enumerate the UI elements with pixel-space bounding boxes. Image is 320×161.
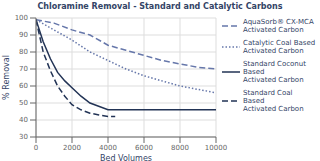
svg-text:100: 100 — [15, 14, 28, 22]
svg-text:30: 30 — [19, 133, 28, 141]
svg-text:90: 90 — [19, 31, 28, 39]
svg-text:% Removal: % Removal — [8, 55, 11, 100]
svg-text:60: 60 — [19, 82, 28, 90]
svg-text:0: 0 — [34, 144, 38, 152]
svg-text:8000: 8000 — [171, 144, 189, 152]
svg-text:70: 70 — [19, 65, 28, 73]
svg-text:40: 40 — [19, 116, 28, 124]
svg-text:80: 80 — [19, 48, 28, 56]
html-text:Standard Coconut Based Activat: Standard Coconut Based Activated Carbon — [243, 60, 306, 84]
html-text:Standard Coal Based Activated: Standard Coal Based Activated Carbon — [243, 89, 304, 113]
svg-text:2000: 2000 — [63, 144, 81, 152]
svg-text:10000: 10000 — [205, 144, 227, 152]
html-text:Chloramine Removal - Standard: Chloramine Removal - Standard and Cataly… — [37, 2, 283, 11]
svg-text:Bed Volumes: Bed Volumes — [100, 154, 152, 161]
svg-text:4000: 4000 — [99, 144, 117, 152]
svg-text:50: 50 — [19, 99, 28, 107]
svg-text:6000: 6000 — [135, 144, 153, 152]
html-text:AquaSorb® CX-MCA Activated Car: AquaSorb® CX-MCA Activated Carbon — [243, 18, 314, 34]
html-text:Catalytic Coal Based Activated: Catalytic Coal Based Activated Carbon — [243, 39, 316, 55]
